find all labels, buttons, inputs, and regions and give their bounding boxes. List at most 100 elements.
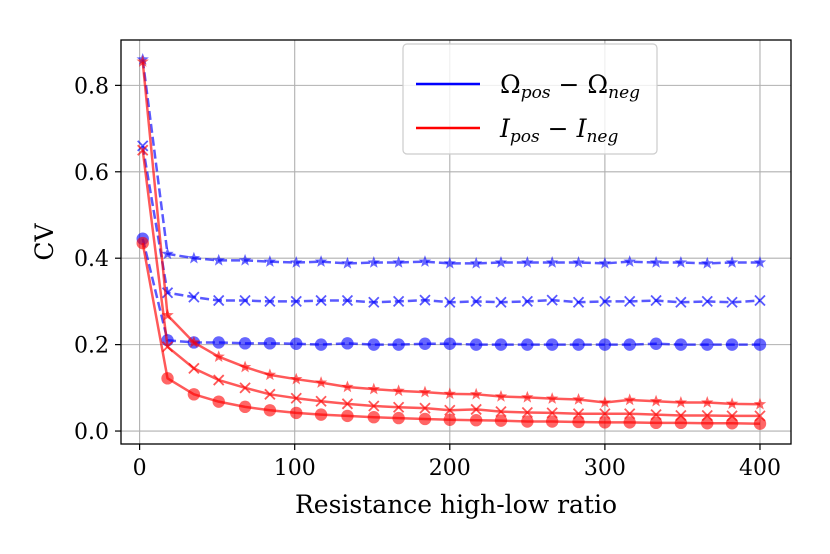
data-point-blue-x: [264, 295, 276, 308]
y-tick-label: 0.2: [74, 334, 109, 359]
data-point-blue-circle: [263, 337, 277, 350]
data-point-red-star: [494, 389, 508, 402]
data-point-blue-x: [650, 294, 662, 307]
data-point-blue-star: [238, 253, 252, 266]
data-point-blue-x: [599, 295, 611, 308]
series-layer: [136, 52, 767, 430]
data-point-red-circle: [418, 412, 432, 426]
data-point-red-x: [264, 388, 276, 400]
data-point-red-x: [495, 405, 507, 418]
data-point-blue-circle: [674, 338, 688, 351]
data-point-blue-x: [137, 140, 149, 152]
data-point-blue-star: [572, 256, 585, 268]
data-point-blue-star: [161, 247, 174, 260]
data-point-red-star: [136, 55, 149, 67]
data-point-red-star: [392, 384, 405, 397]
data-point-red-star: [187, 335, 201, 348]
data-point-blue-star: [367, 256, 380, 268]
data-point-red-circle: [443, 413, 456, 427]
data-point-blue-circle: [443, 337, 456, 350]
data-point-blue-x: [419, 294, 431, 306]
data-point-red-star: [598, 396, 612, 408]
legend-omega-sub1: pos: [521, 83, 551, 103]
data-point-red-circle: [161, 372, 174, 385]
data-point-red-star: [212, 350, 225, 362]
data-point-red-x: [521, 406, 533, 419]
data-point-blue-x: [444, 296, 456, 308]
legend-omega-minus: −: [551, 70, 588, 99]
x-tick-label: 300: [584, 456, 626, 481]
data-point-blue-circle: [701, 338, 714, 351]
data-point-blue-star: [418, 255, 432, 267]
data-point-red-star: [367, 382, 380, 395]
data-point-red-circle: [674, 416, 688, 430]
data-point-blue-x: [392, 295, 405, 308]
y-tick-label: 0.0: [74, 420, 109, 445]
data-point-blue-circle: [238, 337, 252, 350]
data-point-blue-star: [545, 256, 559, 268]
data-point-blue-circle: [290, 337, 303, 350]
data-point-red-circle: [238, 400, 252, 414]
data-point-blue-star: [598, 256, 612, 269]
data-point-blue-star: [314, 255, 328, 267]
series-red-circle: [136, 236, 767, 430]
data-point-red-circle: [521, 415, 534, 428]
data-point-red-circle: [341, 409, 354, 423]
data-point-red-star: [263, 368, 277, 381]
data-point-blue-x: [675, 296, 687, 308]
legend-omega-sub2: neg: [608, 83, 640, 103]
data-point-red-x: [624, 408, 636, 420]
legend-label-current: Ipos − Ineg: [499, 114, 618, 147]
data-point-red-star: [521, 390, 534, 403]
y-tick-label: 0.8: [74, 74, 109, 99]
data-point-blue-circle: [725, 338, 739, 351]
data-point-red-x: [599, 408, 611, 420]
data-point-red-circle: [263, 404, 277, 417]
data-point-blue-x: [213, 294, 225, 307]
data-point-red-star: [572, 393, 585, 405]
data-point-blue-circle: [392, 338, 405, 351]
data-point-red-circle: [136, 236, 149, 250]
data-point-blue-x: [470, 295, 482, 308]
data-point-blue-star: [494, 256, 508, 268]
data-point-red-star: [341, 380, 354, 393]
data-point-blue-x: [726, 296, 738, 308]
data-point-red-star: [314, 376, 328, 388]
data-point-red-circle: [598, 416, 612, 429]
data-point-red-star: [469, 387, 483, 400]
data-point-red-star: [649, 394, 663, 407]
legend-omega-base: Ω: [500, 70, 521, 99]
legend-box: [402, 43, 658, 155]
data-point-red-circle: [469, 414, 483, 427]
data-point-blue-circle: [341, 337, 354, 350]
data-point-blue-circle: [753, 338, 767, 351]
data-point-red-star: [443, 387, 456, 400]
data-point-blue-circle: [367, 338, 381, 351]
data-point-red-star: [623, 393, 636, 406]
data-point-blue-x: [188, 291, 200, 303]
data-point-blue-star: [212, 253, 225, 266]
data-point-blue-circle: [469, 338, 483, 351]
series-red-star: [136, 55, 767, 410]
data-point-blue-x: [495, 296, 507, 308]
data-point-blue-x: [368, 296, 380, 308]
data-point-blue-circle: [212, 336, 225, 349]
data-point-red-x: [392, 401, 405, 413]
legend-current-base-2: I: [576, 114, 588, 143]
data-point-red-circle: [572, 415, 585, 429]
data-point-red-circle: [494, 414, 508, 427]
data-point-blue-star: [753, 256, 767, 268]
data-point-red-x: [315, 395, 327, 407]
data-point-red-circle: [701, 417, 714, 430]
data-point-blue-star: [443, 256, 456, 269]
data-point-red-circle: [212, 395, 225, 408]
data-point-blue-star: [674, 256, 688, 268]
data-point-blue-star: [521, 256, 534, 268]
data-point-red-circle: [545, 415, 559, 428]
ticks: 0 100 200 300 400 0.0 0.2 0.4 0.6 0.8: [74, 74, 781, 481]
data-point-red-x: [546, 407, 558, 419]
legend-current-sub2: neg: [586, 127, 618, 147]
data-point-blue-star: [392, 256, 405, 268]
data-point-red-star: [545, 392, 559, 404]
